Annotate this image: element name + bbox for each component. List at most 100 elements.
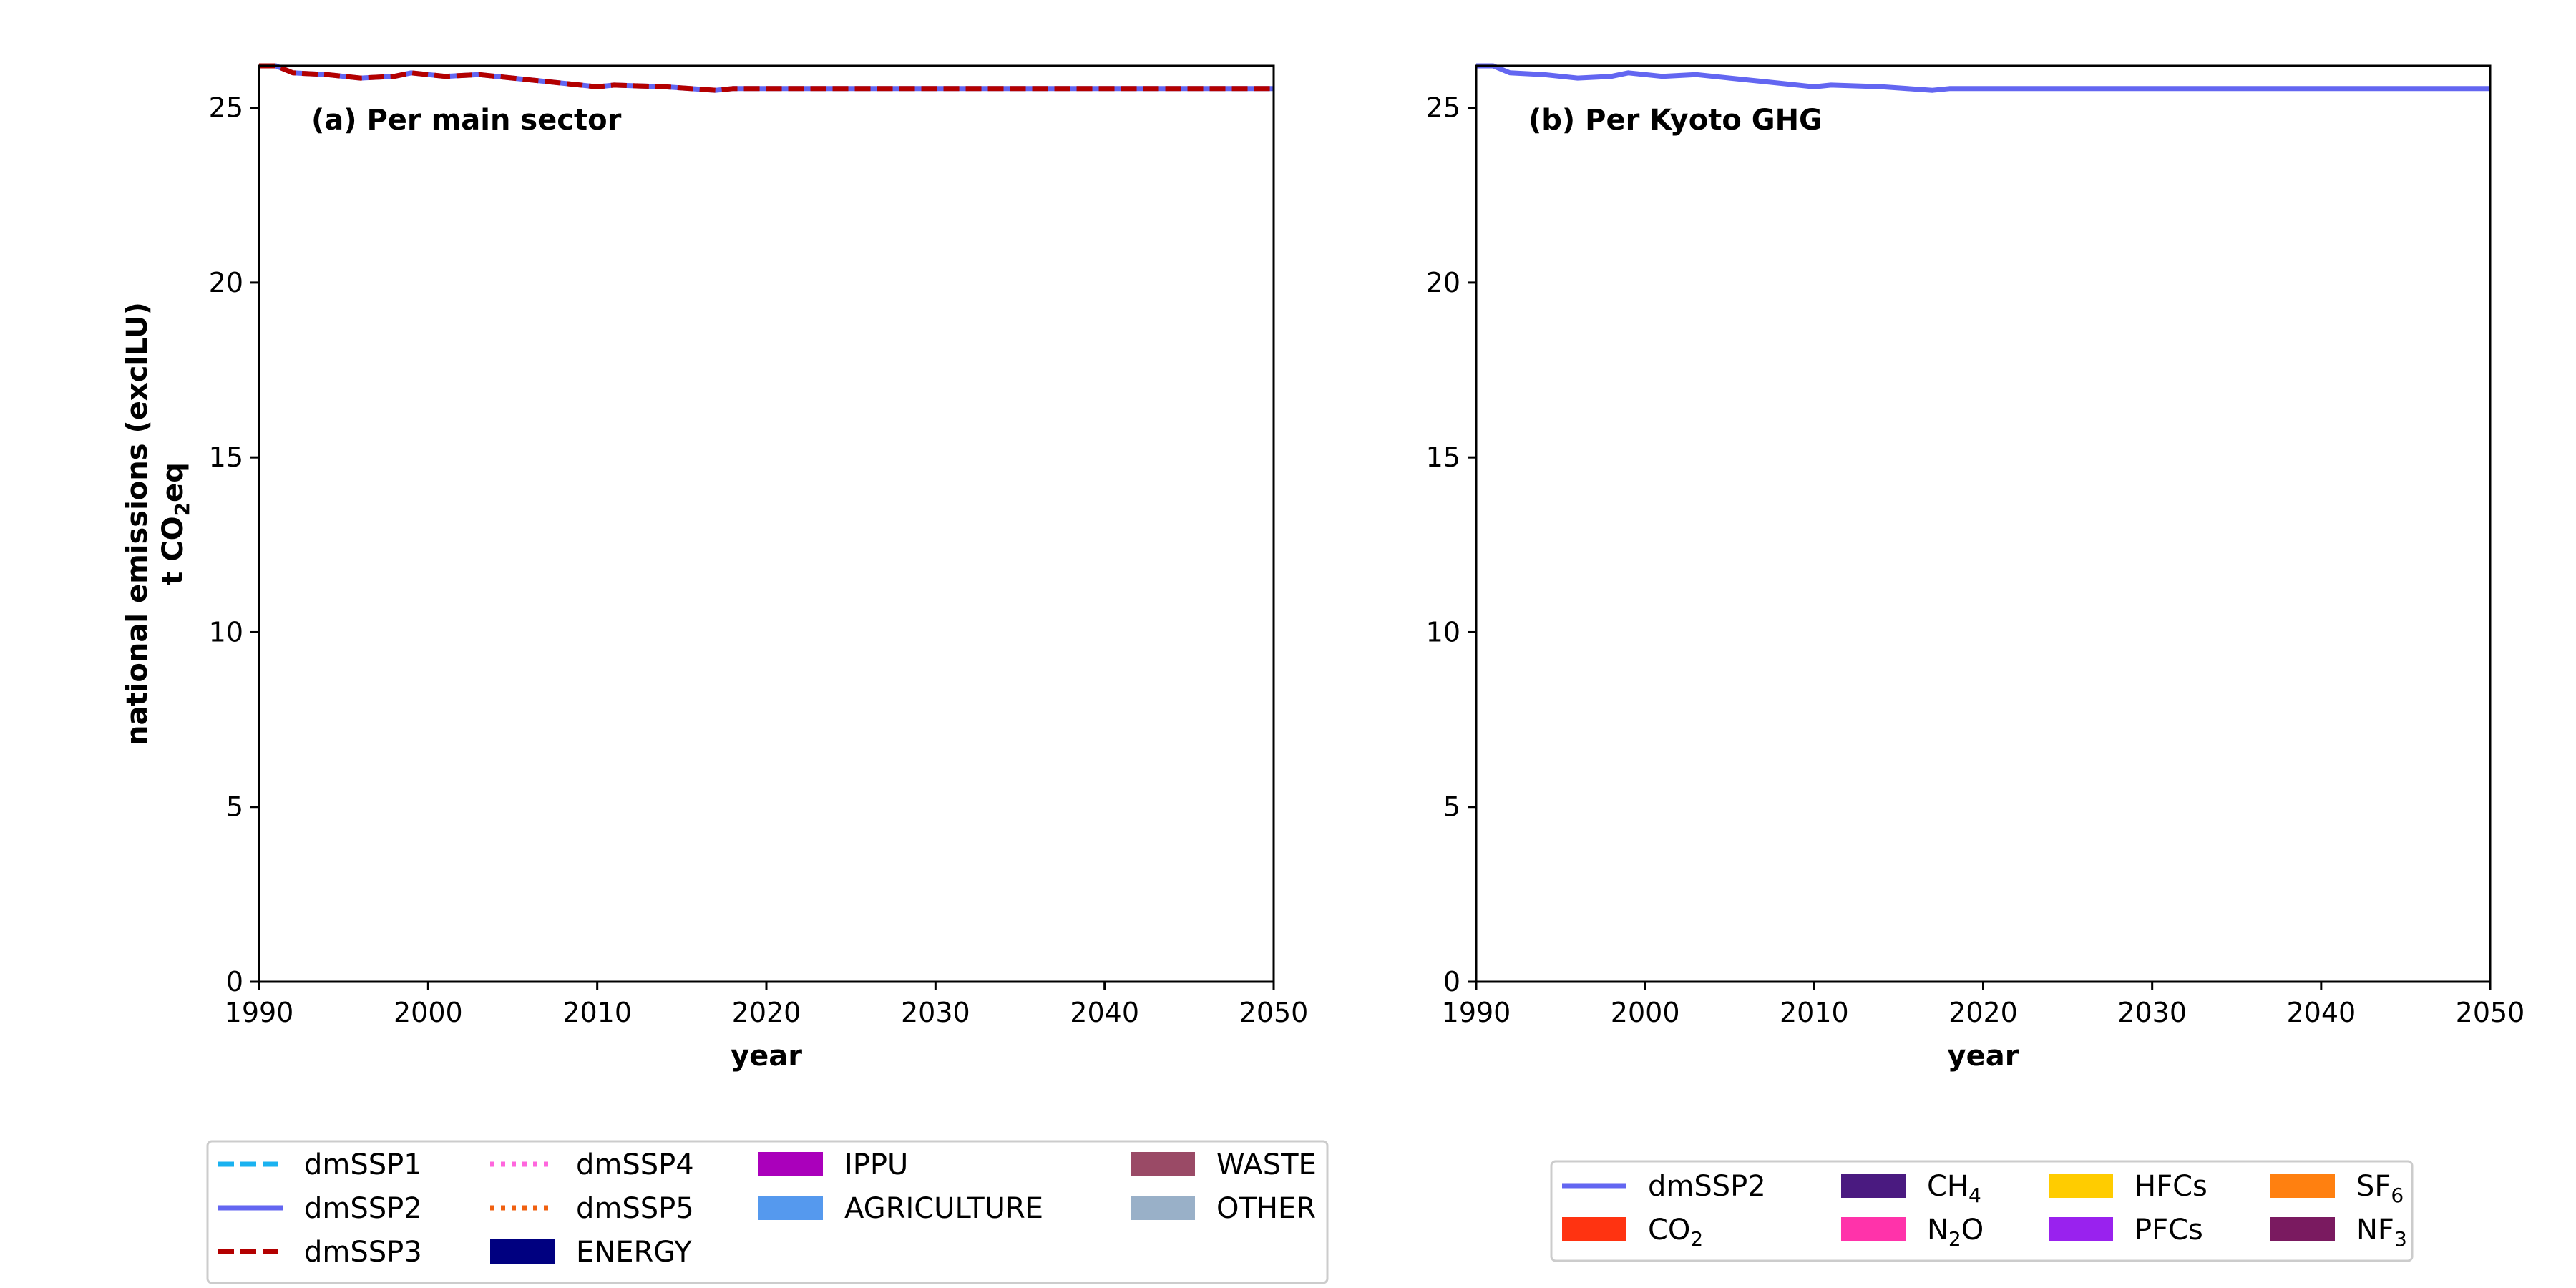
panel-b: 1990 2000 2010 2020 2030 2040 2050 0 5 10 15 20 25 (b… [1426,63,2525,1262]
y-tick-label: 15 [209,441,243,473]
legend-swatch-hfcs [2049,1174,2113,1198]
legend-swatch-energy [490,1239,555,1264]
legend-swatch-agriculture [758,1196,823,1220]
legend-label: dmSSP1 [304,1148,422,1181]
legend-label-subscript: 2 [1948,1227,1961,1251]
series-line-dmssp3 [259,63,1274,93]
legend-label-text: N [1927,1214,1948,1246]
legend-label: WASTE [1216,1148,1317,1181]
legend-swatch-nf [2270,1217,2335,1241]
y-tick-label: 20 [1426,267,1460,298]
legend-swatch-other [1131,1196,1195,1220]
x-axis-label: year [1948,1040,2019,1073]
legend-label-text: dmSSP2 [304,1192,422,1225]
legend-label: HFCs [2135,1170,2207,1203]
legend-swatch-waste [1131,1152,1195,1176]
y-label-subscript: 2 [170,502,194,516]
legend-label-subscript: 2 [1690,1227,1703,1251]
legend-swatch-ch [1841,1174,1906,1198]
legend-label-text: O [1961,1214,1984,1246]
legend-label: dmSSP3 [304,1236,422,1269]
legend-label: dmSSP2 [304,1192,422,1225]
y-tick-label: 25 [209,92,243,124]
legend-label: NF3 [2356,1214,2407,1251]
x-tick-label: 2040 [2286,997,2356,1028]
x-axis-label: year [731,1040,802,1073]
y-tick-label: 0 [1443,966,1460,997]
legend: dmSSP1 dmSSP2 dmSSP3 dmSSP4 dmSSP5 ENERGY IPPU… [206,1140,1329,1284]
legend-swatch-pfcs [2049,1217,2113,1241]
y-tick-label: 5 [226,791,243,823]
legend-label: IPPU [844,1148,908,1181]
y-axis-label-line1: national emissions (exclLU) [121,302,154,746]
y-tick-label: 10 [209,616,243,648]
series-line-dmssp2 [1476,63,2490,93]
legend-label-text: ENERGY [576,1236,692,1269]
legend-swatch-n [1841,1217,1906,1241]
legend-label: CO2 [1648,1214,1703,1251]
legend-label-subscript: 3 [2394,1227,2407,1251]
legend-label-text: OTHER [1216,1192,1316,1225]
x-tick-label: 1990 [1442,997,1511,1028]
legend-label-text: IPPU [844,1148,908,1181]
legend-label-text: AGRICULTURE [844,1192,1043,1225]
legend-label: dmSSP4 [576,1148,694,1181]
x-tick-label: 2020 [732,997,801,1028]
legend-label-text: CO [1648,1214,1690,1246]
x-tick-label: 2010 [562,997,632,1028]
y-tick-label: 10 [1426,616,1460,648]
y-tick-label: 5 [1443,791,1460,823]
legend-label-text: dmSSP5 [576,1192,694,1225]
panel-title: (a) Per main sector [311,104,622,137]
legend-label-text: dmSSP1 [304,1148,422,1181]
x-tick-label: 2020 [1948,997,2018,1028]
legend-label: SF6 [2356,1170,2404,1207]
legend-swatch-sf [2270,1174,2335,1198]
panel-title: (b) Per Kyoto GHG [1528,104,1823,137]
legend-label-text: SF [2356,1170,2391,1203]
y-label-text: eq [157,462,190,502]
y-tick-label: 0 [226,966,243,997]
x-tick-label: 1990 [225,997,294,1028]
panel-a: 1990 2000 2010 2020 2030 2040 2050 0 5 10 15 20 25 (a… [121,63,1329,1284]
x-tick-label: 2030 [901,997,970,1028]
legend-frame [1550,1160,2414,1262]
legend-swatch-co [1562,1217,1626,1241]
legend-label: dmSSP5 [576,1192,694,1225]
legend-label-text: dmSSP4 [576,1148,694,1181]
legend-label: ENERGY [576,1236,692,1269]
x-tick-label: 2050 [2456,997,2525,1028]
legend-label-subscript: 6 [2391,1184,2404,1207]
legend-label-text: PFCs [2135,1214,2203,1246]
legend-label-text: CH [1927,1170,1968,1203]
y-tick-label: 20 [209,267,243,298]
legend-label: AGRICULTURE [844,1192,1043,1225]
x-tick-label: 2010 [1780,997,1849,1028]
x-tick-label: 2000 [1611,997,1680,1028]
x-tick-label: 2050 [1239,997,1309,1028]
legend-label-text: dmSSP3 [304,1236,422,1269]
y-label-text: t CO [157,516,190,585]
legend-label-text: NF [2356,1214,2394,1246]
legend-label-text: WASTE [1216,1148,1317,1181]
plot-frame [1475,64,2492,983]
legend-label: CH4 [1927,1170,1981,1207]
legend-label-subscript: 4 [1968,1184,1981,1207]
y-tick-label: 15 [1426,441,1460,473]
legend-label-text: dmSSP2 [1648,1170,1766,1203]
legend-label: PFCs [2135,1214,2203,1246]
y-axis-label: national emissions (exclLU) t CO2eq [121,302,194,746]
legend-swatch-ippu [758,1152,823,1176]
x-tick-label: 2040 [1070,997,1139,1028]
legend-label-text: HFCs [2135,1170,2207,1203]
legend-label: OTHER [1216,1192,1316,1225]
plot-frame [258,64,1275,983]
legend-label: dmSSP2 [1648,1170,1766,1203]
x-tick-label: 2000 [394,997,463,1028]
legend-label: N2O [1927,1214,1984,1251]
y-axis-label-line2: t CO2eq [157,462,194,585]
y-tick-label: 25 [1426,92,1460,124]
